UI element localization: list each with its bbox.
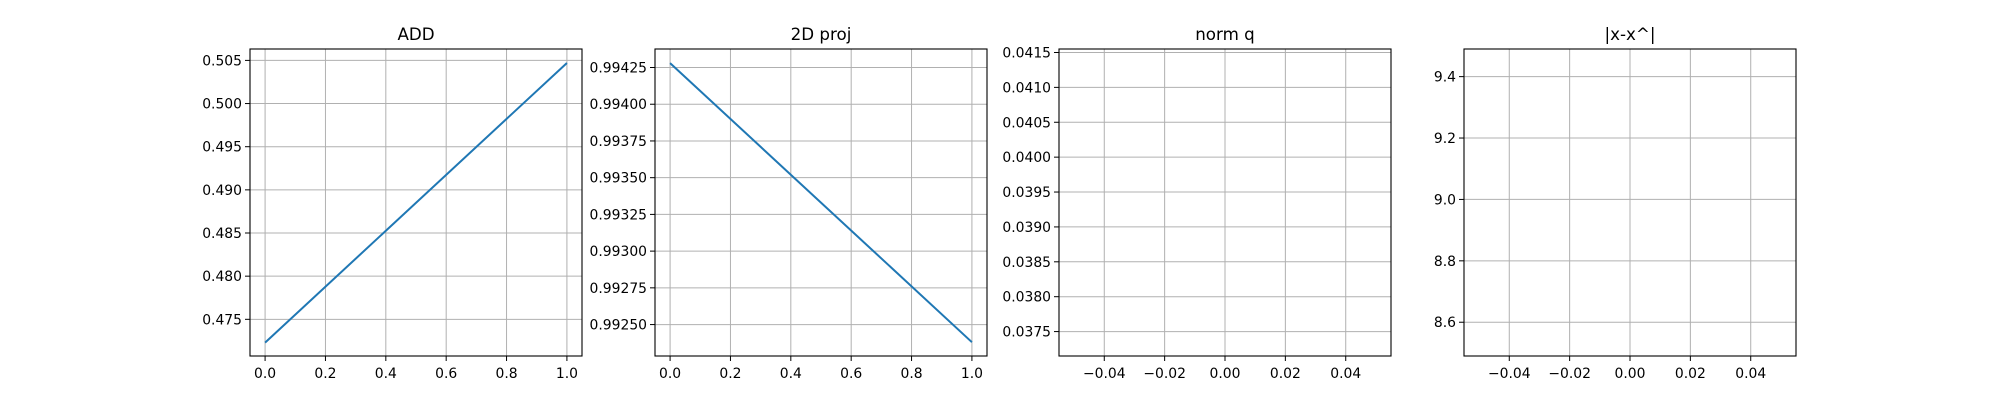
y-tick-label: 0.99325 — [590, 207, 647, 223]
y-tick-label: 9.2 — [1434, 131, 1456, 147]
x-tick-label: −0.04 — [1488, 366, 1531, 382]
x-tick-label: 0.00 — [1210, 366, 1241, 382]
subplot-title: |x-x^| — [1605, 24, 1656, 44]
x-tick-label: 0.4 — [780, 366, 802, 382]
axes-frame — [654, 48, 988, 357]
subplot-title: ADD — [397, 24, 434, 44]
x-tick-label: 0.2 — [719, 366, 741, 382]
y-tick-label: 9.4 — [1434, 70, 1456, 86]
y-tick-label: 8.6 — [1434, 315, 1456, 331]
y-tick-label: 0.99300 — [590, 244, 647, 260]
subplot-title: 2D proj — [791, 24, 852, 44]
y-tick-label: 0.485 — [202, 226, 242, 242]
y-tick-label: 0.480 — [202, 269, 242, 285]
x-tick-label: 0.02 — [1270, 366, 1301, 382]
y-tick-label: 0.0385 — [1002, 255, 1051, 271]
x-tick-label: −0.02 — [1143, 366, 1186, 382]
x-tick-label: 0.04 — [1735, 366, 1766, 382]
subplot-2: 0.0 0.2 0.4 0.6 0.8 1.0 0.99250 0.99275 0.99300 0… — [590, 24, 988, 382]
axes-frame — [249, 48, 583, 357]
y-tick-label: 0.0415 — [1002, 45, 1051, 61]
y-tick-label: 0.99250 — [590, 318, 647, 334]
subplot-4: −0.04 −0.02 0.00 0.02 0.04 8.6 8.8 9.0 9.2 9.4 |x-… — [1434, 24, 1797, 382]
x-tick-label: 0.6 — [840, 366, 862, 382]
x-tick-label: 0.8 — [900, 366, 922, 382]
x-tick-label: 1.0 — [961, 366, 983, 382]
x-tick-label: 0.6 — [435, 366, 457, 382]
subplot-3: −0.04 −0.02 0.00 0.02 0.04 0.0375 0.0380 0.0385… — [1002, 24, 1392, 382]
x-tick-label: 0.02 — [1675, 366, 1706, 382]
y-tick-label: 0.0395 — [1002, 185, 1051, 201]
y-tick-label: 0.99400 — [590, 97, 647, 113]
series-line — [669, 62, 973, 343]
x-tick-label: 1.0 — [556, 366, 578, 382]
y-tick-label: 0.0405 — [1002, 115, 1051, 131]
y-tick-label: 0.0390 — [1002, 220, 1051, 236]
y-tick-label: 0.495 — [202, 140, 242, 156]
subplot-1: 0.0 0.2 0.4 0.6 0.8 1.0 0.475 0.480 0.485 0.490 0.… — [202, 24, 583, 382]
y-tick-label: 0.505 — [202, 53, 242, 69]
y-tick-label: 0.0400 — [1002, 150, 1051, 166]
y-tick-label: 0.99350 — [590, 171, 647, 187]
x-tick-label: −0.02 — [1548, 366, 1591, 382]
y-tick-label: 0.99375 — [590, 134, 647, 150]
x-tick-label: −0.04 — [1083, 366, 1126, 382]
y-tick-label: 0.475 — [202, 312, 242, 328]
x-tick-label: 0.8 — [495, 366, 517, 382]
x-tick-label: 0.2 — [314, 366, 336, 382]
y-tick-label: 0.99275 — [590, 281, 647, 297]
y-tick-label: 9.0 — [1434, 192, 1456, 208]
x-tick-label: 0.0 — [254, 366, 276, 382]
subplot-title: norm q — [1195, 24, 1255, 44]
y-tick-label: 8.8 — [1434, 254, 1456, 270]
x-tick-label: 0.04 — [1330, 366, 1361, 382]
y-tick-label: 0.99425 — [590, 61, 647, 77]
y-tick-label: 0.500 — [202, 97, 242, 113]
x-tick-label: 0.0 — [659, 366, 681, 382]
x-tick-label: 0.4 — [375, 366, 397, 382]
y-tick-label: 0.0375 — [1002, 325, 1051, 341]
x-tick-label: 0.00 — [1615, 366, 1646, 382]
series-line — [264, 62, 568, 344]
y-tick-label: 0.0380 — [1002, 290, 1051, 306]
y-tick-label: 0.0410 — [1002, 80, 1051, 96]
y-tick-label: 0.490 — [202, 183, 242, 199]
